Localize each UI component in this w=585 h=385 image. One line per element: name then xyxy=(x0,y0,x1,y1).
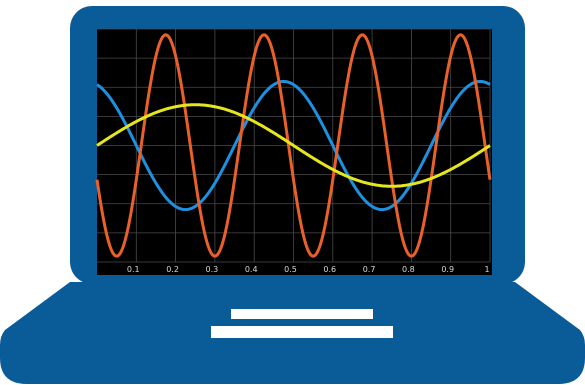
x-tick-label: 0.6 xyxy=(323,265,336,274)
x-tick-label: 0.4 xyxy=(245,265,258,274)
x-tick-label: 0.5 xyxy=(284,265,297,274)
screen xyxy=(97,29,492,275)
trackpad-bar-top xyxy=(231,309,373,319)
screen-grid xyxy=(97,28,491,263)
x-tick-label: 1 xyxy=(484,265,489,274)
x-tick-label: 0.9 xyxy=(441,265,454,274)
x-tick-labels: 0.1 0.2 0.3 0.4 0.5 0.6 0.7 0.8 0.9 1 xyxy=(127,265,490,274)
x-tick-label: 0.1 xyxy=(127,265,140,274)
waveform-traces xyxy=(95,33,492,258)
x-tick-label: 0.3 xyxy=(206,265,219,274)
waveform-trace-3 xyxy=(96,103,491,188)
x-tick-label: 0.8 xyxy=(402,265,415,274)
waveform-trace-2 xyxy=(95,33,492,258)
waveform-trace-1 xyxy=(96,79,491,212)
trackpad-bar-bottom xyxy=(211,326,393,338)
x-tick-label: 0.2 xyxy=(166,265,179,274)
x-tick-label: 0.7 xyxy=(363,265,376,274)
